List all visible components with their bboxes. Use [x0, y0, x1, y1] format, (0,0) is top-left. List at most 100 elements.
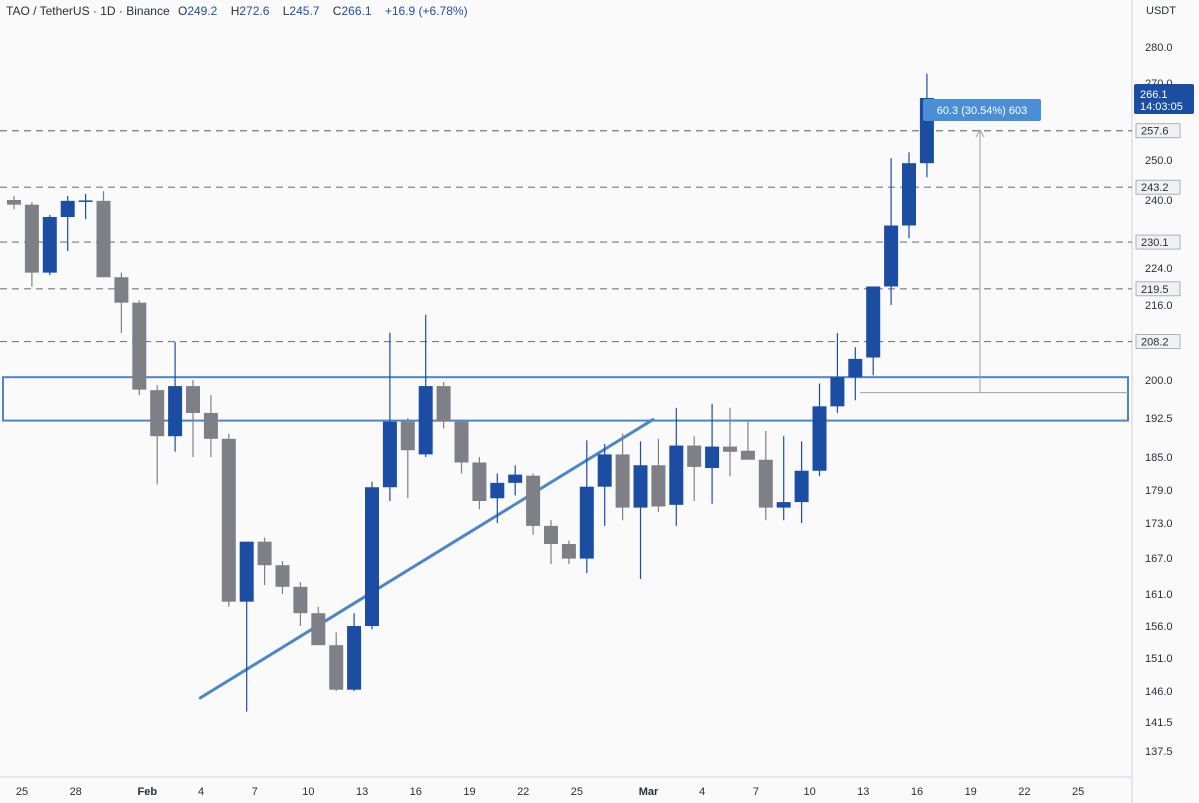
- price-tick-label: 156.0: [1145, 621, 1173, 633]
- time-tick-label: 25: [16, 786, 28, 798]
- candle-body: [794, 470, 809, 503]
- candle-body: [454, 421, 469, 463]
- candle-body: [740, 450, 755, 460]
- candle-body: [669, 445, 684, 505]
- candle-body: [186, 386, 200, 413]
- candle-body: [436, 386, 451, 422]
- ohlc-change: +16.9 (+6.78%): [384, 4, 468, 18]
- level-tag-box: [1135, 179, 1181, 195]
- measure-label-box: [923, 99, 1041, 121]
- level-tag-label: 257.6: [1141, 126, 1169, 138]
- candle-body: [347, 626, 362, 690]
- level-tag-box: [1135, 334, 1181, 349]
- price-tick-label: 151.0: [1145, 653, 1173, 665]
- price-tick-label: 161.0: [1145, 589, 1173, 601]
- price-unit: USDT: [1146, 5, 1176, 17]
- price-tick-label: 240.0: [1145, 195, 1173, 207]
- level-tag-box: [1135, 281, 1181, 297]
- time-tick-label: 22: [1018, 786, 1030, 798]
- candle-body: [24, 204, 39, 273]
- price-tick-label: 192.5: [1145, 413, 1173, 425]
- time-tick-label: 13: [857, 786, 869, 798]
- time-tick-label: 16: [911, 786, 923, 798]
- price-tick-label: 179.0: [1145, 485, 1173, 497]
- current-price-label: 266.1: [1140, 89, 1168, 101]
- candle-body: [615, 454, 630, 508]
- candle-body: [7, 200, 21, 205]
- candle-body: [472, 462, 487, 501]
- candle-body: [311, 613, 326, 646]
- candle-body: [293, 586, 308, 614]
- candle-body: [830, 377, 845, 407]
- candle-body: [758, 459, 773, 508]
- candle-body: [490, 482, 505, 499]
- time-tick-label: 19: [463, 786, 475, 798]
- level-tag-label: 243.2: [1141, 182, 1169, 194]
- price-tick-label: 224.0: [1145, 263, 1173, 275]
- candle-body: [221, 438, 236, 602]
- ohlc-open: O249.2: [177, 4, 218, 18]
- time-tick-label: 7: [753, 786, 759, 798]
- candle-body: [239, 541, 254, 602]
- candle-body: [579, 486, 594, 559]
- price-tick-label: 185.0: [1145, 452, 1173, 464]
- time-tick-label: 7: [252, 786, 258, 798]
- candle-body: [526, 475, 541, 526]
- time-tick-label: 4: [198, 786, 204, 798]
- level-tag-label: 219.5: [1141, 284, 1169, 296]
- time-tick-label: 25: [1072, 786, 1084, 798]
- candle-body: [812, 406, 827, 471]
- candle-body: [96, 200, 111, 278]
- time-tick-label: 25: [571, 786, 583, 798]
- time-tick-label: 4: [699, 786, 705, 798]
- candle-body: [848, 358, 863, 378]
- time-tick-label: 13: [356, 786, 368, 798]
- candle-body: [257, 541, 272, 566]
- time-tick-label: 22: [517, 786, 529, 798]
- price-tick-label: 137.5: [1145, 746, 1173, 758]
- level-tag-label: 230.1: [1141, 237, 1169, 249]
- measure-label: 60.3 (30.54%) 603: [937, 105, 1028, 117]
- candle-body: [544, 525, 558, 544]
- time-tick-label: 10: [302, 786, 314, 798]
- candle-body: [60, 200, 75, 217]
- candle-body: [561, 544, 576, 559]
- candle-body: [884, 225, 899, 287]
- candle-body: [329, 645, 344, 690]
- candle-body: [365, 487, 379, 626]
- resistance-zone-box[interactable]: [2, 376, 1129, 422]
- price-tick-label: 216.0: [1145, 300, 1173, 312]
- candle-body: [508, 474, 523, 483]
- price-tick-label: 141.5: [1145, 717, 1173, 729]
- price-tick-label: 146.0: [1145, 686, 1173, 698]
- candle-body: [597, 454, 612, 487]
- candle-body: [418, 386, 433, 455]
- price-tick-label: 173.0: [1145, 518, 1173, 530]
- level-tag-label: 208.2: [1141, 337, 1169, 349]
- candle-body: [776, 502, 791, 508]
- time-tick-label: 16: [410, 786, 422, 798]
- chart-legend: TAO / TetherUS · 1D · Binance O249.2 H27…: [6, 4, 473, 18]
- time-tick-label: Feb: [138, 786, 158, 798]
- ohlc-high: H272.6: [230, 4, 270, 18]
- candle-body: [203, 412, 218, 439]
- ascending-trendline[interactable]: [198, 418, 655, 700]
- price-tick-label: 200.0: [1145, 375, 1173, 387]
- candle-body: [150, 390, 165, 437]
- candle-body: [705, 446, 720, 468]
- price-tick-label: 250.0: [1145, 155, 1173, 167]
- candle-body: [168, 386, 183, 437]
- time-tick-label: Mar: [639, 786, 659, 798]
- candle-body: [633, 465, 648, 508]
- level-tag-box: [1135, 234, 1181, 250]
- candle-body: [114, 277, 129, 303]
- symbol-title[interactable]: TAO / TetherUS · 1D · Binance: [6, 4, 170, 18]
- time-tick-label: 10: [803, 786, 815, 798]
- bar-countdown-label: 14:03:05: [1140, 101, 1183, 113]
- time-tick-label: 28: [70, 786, 82, 798]
- ohlc-close: C266.1: [332, 4, 372, 18]
- current-price-tag: [1134, 84, 1194, 115]
- candle-body: [382, 421, 397, 488]
- candle-body: [42, 217, 57, 273]
